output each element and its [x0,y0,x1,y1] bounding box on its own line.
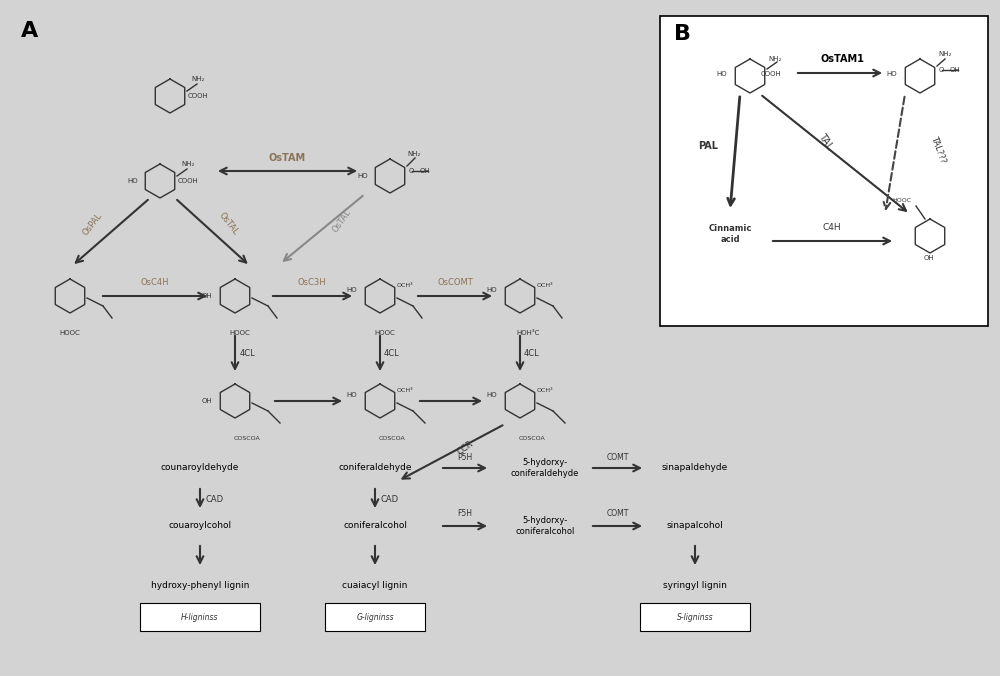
Text: OsTAL: OsTAL [331,208,353,234]
Text: NH₂: NH₂ [938,51,952,57]
FancyBboxPatch shape [325,603,425,631]
Text: HO: HO [346,287,357,293]
Text: HOOC: HOOC [375,330,395,336]
Text: hydroxy-phenyl lignin: hydroxy-phenyl lignin [151,581,249,591]
Text: coniferaldehyde: coniferaldehyde [338,464,412,473]
Text: HO: HO [346,392,357,398]
Text: 5-hydorxy-
coniferalcohol: 5-hydorxy- coniferalcohol [515,516,575,535]
Text: OH: OH [201,293,212,299]
Text: OsTAM: OsTAM [268,153,306,163]
Text: NH₂: NH₂ [191,76,205,82]
Text: HOH³C: HOH³C [516,330,540,336]
Text: COSCOA: COSCOA [234,435,260,441]
Text: H-ligninss: H-ligninss [181,612,219,621]
Text: COMT: COMT [607,510,629,518]
Text: COSCOA: COSCOA [519,435,545,441]
Text: OH: OH [420,168,430,174]
Text: O: O [408,168,414,174]
Text: 4CL: 4CL [239,349,255,358]
Text: counaroyldehyde: counaroyldehyde [161,464,239,473]
Text: HOOC: HOOC [60,330,80,336]
FancyBboxPatch shape [660,16,988,326]
Text: HOOC: HOOC [230,330,250,336]
Text: HO: HO [886,71,897,77]
Text: OCH³: OCH³ [397,389,413,393]
Text: P5H: P5H [457,454,473,462]
Text: Cinnamic
acid: Cinnamic acid [708,224,752,244]
Text: S-ligninss: S-ligninss [677,612,713,621]
Text: OsCOMT: OsCOMT [437,279,473,287]
Text: OsTAM1: OsTAM1 [820,54,864,64]
Text: TAL???: TAL??? [929,135,947,164]
Text: G-ligninss: G-ligninss [356,612,394,621]
Text: coniferalcohol: coniferalcohol [343,521,407,531]
Text: PAL: PAL [698,141,718,151]
FancyBboxPatch shape [140,603,260,631]
Text: HO: HO [486,287,497,293]
Text: C4H: C4H [823,224,841,233]
Text: NH₂: NH₂ [181,161,195,167]
Text: COOH: COOH [188,93,208,99]
Text: HO: HO [716,71,727,77]
Text: CCR: CCR [455,439,475,457]
Text: OH: OH [950,67,960,73]
Text: HO: HO [127,178,138,184]
Text: O: O [938,67,944,73]
Text: CAD: CAD [381,495,399,504]
FancyBboxPatch shape [640,603,750,631]
Text: OH: OH [924,255,934,261]
Text: syringyl lignin: syringyl lignin [663,581,727,591]
Text: NH₂: NH₂ [768,56,782,62]
Text: TAL: TAL [816,131,834,151]
Text: OCH³: OCH³ [537,283,553,289]
Text: B: B [674,24,692,44]
Text: OsTAL: OsTAL [217,211,239,237]
Text: COOH: COOH [761,71,781,77]
Text: COSCOA: COSCOA [379,435,405,441]
Text: NH₂: NH₂ [407,151,421,157]
Text: OCH³: OCH³ [537,389,553,393]
Text: HO: HO [486,392,497,398]
Text: OsC3H: OsC3H [298,279,326,287]
Text: OsC4H: OsC4H [141,279,169,287]
Text: F5H: F5H [458,510,473,518]
Text: sinapaldehyde: sinapaldehyde [662,464,728,473]
Text: OH: OH [201,398,212,404]
Text: A: A [21,21,39,41]
Text: HOOC: HOOC [892,199,912,203]
Text: 5-hydorxy-
coniferaldehyde: 5-hydorxy- coniferaldehyde [511,458,579,478]
Text: couaroylcohol: couaroylcohol [168,521,232,531]
Text: CAD: CAD [206,495,224,504]
Text: 4CL: 4CL [384,349,400,358]
Text: HO: HO [357,173,368,179]
Text: cuaiacyl lignin: cuaiacyl lignin [342,581,408,591]
Text: OCH³: OCH³ [397,283,413,289]
Text: OsPAL: OsPAL [81,211,105,237]
Text: sinapalcohol: sinapalcohol [667,521,723,531]
Text: COOH: COOH [178,178,198,184]
Text: 4CL: 4CL [524,349,540,358]
Text: COMT: COMT [607,454,629,462]
